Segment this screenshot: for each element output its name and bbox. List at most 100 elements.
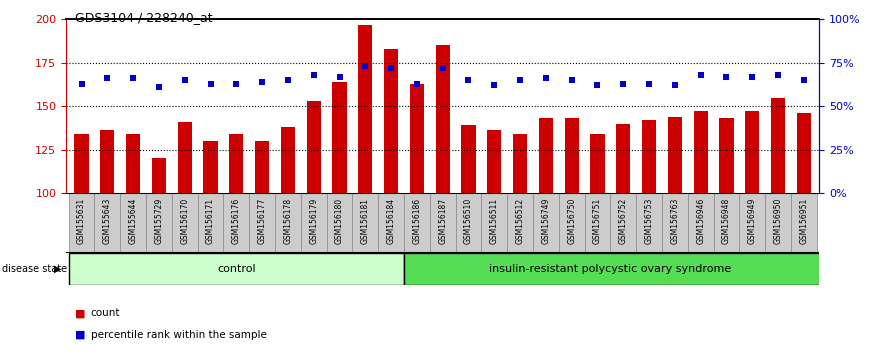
Point	[539, 76, 553, 81]
Bar	[481, 193, 507, 253]
Text: disease state: disease state	[2, 264, 67, 274]
Bar	[281, 127, 295, 193]
Bar	[75, 134, 89, 193]
Text: percentile rank within the sample: percentile rank within the sample	[91, 330, 267, 339]
Bar	[178, 122, 192, 193]
Point	[745, 74, 759, 80]
Bar	[378, 193, 404, 253]
Text: GSM155644: GSM155644	[129, 198, 137, 244]
Text: GSM155631: GSM155631	[77, 198, 86, 244]
Point	[410, 81, 424, 86]
Point	[565, 78, 579, 83]
Bar	[204, 141, 218, 193]
Text: GSM156178: GSM156178	[284, 198, 292, 244]
Bar	[255, 141, 270, 193]
Point	[668, 82, 682, 88]
Point	[100, 76, 115, 81]
Bar	[739, 193, 766, 253]
Bar	[796, 113, 811, 193]
Bar	[507, 193, 533, 253]
Text: GSM156751: GSM156751	[593, 198, 602, 244]
Bar	[611, 193, 636, 253]
Bar	[766, 193, 791, 253]
Bar	[69, 253, 404, 285]
Text: GSM156179: GSM156179	[309, 198, 318, 244]
Text: GSM156752: GSM156752	[618, 198, 628, 244]
Point	[720, 74, 734, 80]
Bar	[430, 193, 455, 253]
Point	[126, 76, 140, 81]
Bar	[565, 118, 579, 193]
Text: GSM156187: GSM156187	[438, 198, 448, 244]
Bar	[197, 193, 224, 253]
Text: GSM156170: GSM156170	[181, 198, 189, 244]
Point	[590, 82, 604, 88]
Point	[435, 65, 449, 71]
Text: ▶: ▶	[54, 264, 62, 274]
Text: ■: ■	[75, 330, 85, 339]
Text: insulin-resistant polycystic ovary syndrome: insulin-resistant polycystic ovary syndr…	[489, 264, 731, 274]
Bar	[745, 112, 759, 193]
Point	[75, 81, 89, 86]
Bar	[435, 46, 450, 193]
Point	[462, 78, 476, 83]
Point	[693, 72, 707, 78]
Text: GSM156180: GSM156180	[335, 198, 344, 244]
Text: GSM156950: GSM156950	[774, 198, 782, 244]
Bar	[487, 131, 501, 193]
Text: GSM156510: GSM156510	[464, 198, 473, 244]
Bar	[539, 118, 553, 193]
Bar	[69, 193, 94, 253]
Bar	[352, 193, 378, 253]
Bar	[513, 134, 527, 193]
Text: GSM156951: GSM156951	[799, 198, 809, 244]
Point	[178, 78, 192, 83]
Bar	[404, 253, 822, 285]
Text: control: control	[217, 264, 255, 274]
Text: GSM156511: GSM156511	[490, 198, 499, 244]
Bar	[410, 84, 424, 193]
Bar	[307, 101, 321, 193]
Point	[642, 81, 656, 86]
Bar	[559, 193, 585, 253]
Bar	[662, 193, 688, 253]
Text: GDS3104 / 228240_at: GDS3104 / 228240_at	[75, 11, 212, 24]
Text: GSM156512: GSM156512	[515, 198, 524, 244]
Bar	[146, 193, 172, 253]
Bar	[590, 134, 604, 193]
Point	[229, 81, 243, 86]
Text: GSM156184: GSM156184	[387, 198, 396, 244]
Bar	[636, 193, 662, 253]
Point	[616, 81, 630, 86]
Point	[796, 78, 811, 83]
Bar	[616, 124, 631, 193]
Bar	[120, 193, 146, 253]
Point	[281, 78, 295, 83]
Bar	[693, 112, 707, 193]
Bar	[714, 193, 739, 253]
Bar	[229, 134, 243, 193]
Point	[513, 78, 527, 83]
Bar	[462, 125, 476, 193]
Bar	[332, 82, 346, 193]
Text: GSM156186: GSM156186	[412, 198, 421, 244]
Point	[332, 74, 346, 80]
Bar	[455, 193, 481, 253]
Point	[152, 84, 166, 90]
Bar	[126, 134, 140, 193]
Text: GSM156176: GSM156176	[232, 198, 241, 244]
Bar	[327, 193, 352, 253]
Bar	[152, 158, 166, 193]
Bar	[791, 193, 817, 253]
Bar	[642, 120, 656, 193]
Point	[487, 82, 501, 88]
Point	[384, 65, 398, 71]
Bar	[533, 193, 559, 253]
Text: GSM156948: GSM156948	[722, 198, 731, 244]
Bar	[688, 193, 714, 253]
Bar	[771, 98, 785, 193]
Text: count: count	[91, 308, 120, 318]
Bar	[94, 193, 120, 253]
Bar	[249, 193, 275, 253]
Text: GSM156946: GSM156946	[696, 198, 705, 244]
